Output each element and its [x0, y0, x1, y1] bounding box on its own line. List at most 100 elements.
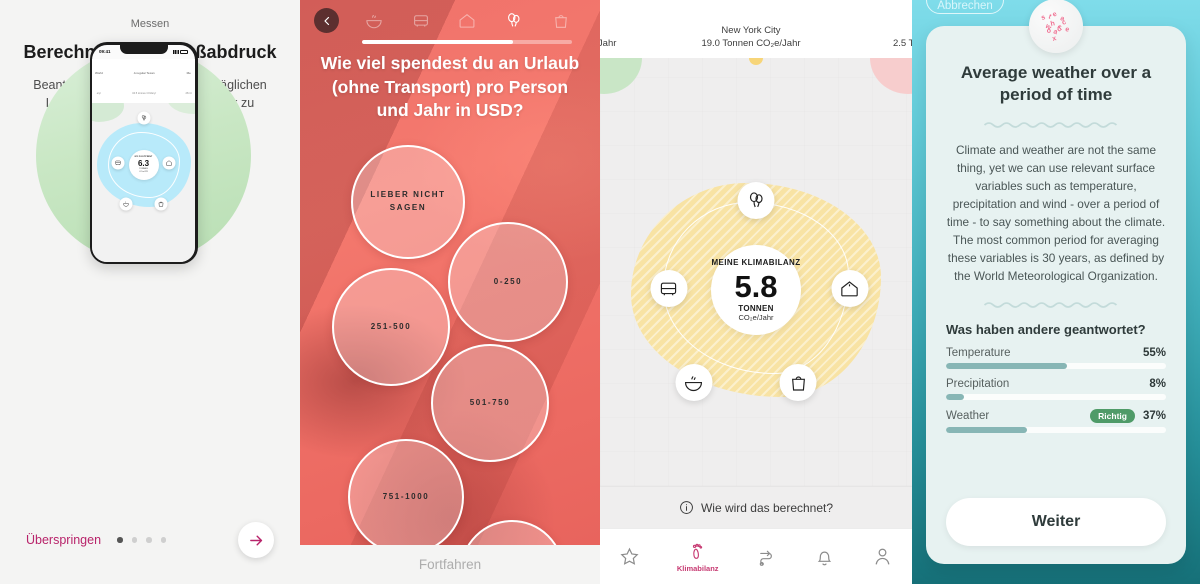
footprint-icon [693, 543, 703, 559]
poll-percent: 37% [1142, 409, 1166, 422]
cancel-button[interactable]: Abbrechen [926, 0, 1004, 14]
poll-bar-fill [946, 362, 1067, 369]
phone-header-center: A regular Texan 34.5 tonnes CO2e/yr [132, 60, 156, 100]
phone-header-right: Me 28.4 t [186, 60, 193, 100]
footprint-unit-tonnes: TONNEN [738, 303, 774, 313]
nav-item-profile[interactable] [872, 546, 893, 567]
phone-footprint-value: 6.3 [137, 158, 150, 168]
poll-bar [946, 393, 1166, 400]
footprint-total: MEINE KLIMABILANZ 5.8 TONNEN CO₂e/Jahr [711, 245, 801, 335]
how-calculated-label: Wie wird das berechnet? [700, 500, 834, 515]
panel-quiz-result: Abbrechen s t e a w h r c o a d [912, 0, 1200, 584]
pagination-dot[interactable] [117, 537, 123, 543]
comparison-left-title: n [600, 25, 624, 38]
poll-bar [946, 362, 1166, 369]
category-leisure-icon[interactable] [505, 12, 523, 30]
phone-header-center-title: A regular Texan [133, 70, 155, 75]
user-icon [875, 548, 890, 565]
next-button[interactable] [238, 522, 274, 558]
poll-label: Weather [946, 409, 990, 422]
poll-percent: 8% [1149, 377, 1166, 390]
next-button[interactable]: Weiter [946, 498, 1166, 546]
map-marker-icon [749, 58, 763, 65]
phone-header-center-sub: 34.5 tonnes CO2e/yr [132, 91, 157, 95]
phone-footprint-web [107, 131, 180, 198]
answer-option-4[interactable]: 751-1000 [348, 439, 464, 555]
panel-klimabilanz: n e/Jahr New York City 19.0 Tonnen CO₂e/… [600, 0, 912, 584]
arrow-right-icon [249, 535, 262, 545]
comparison-right: 2.5 Ton [878, 38, 912, 51]
pagination-dot[interactable] [131, 537, 138, 543]
phone-header-left-sub: e/yr [96, 91, 102, 95]
poll-row: Temperature 55% [946, 347, 1166, 369]
svg-text:a: a [1060, 15, 1066, 23]
continue-button[interactable]: Fortfahren [300, 545, 600, 584]
map-blob-pink [870, 58, 912, 94]
nav-item-notifications[interactable] [814, 546, 835, 567]
category-home-icon[interactable] [458, 12, 476, 30]
answer-option-2[interactable]: 251-500 [332, 268, 450, 386]
phone-status-time: 09:41 [99, 49, 111, 54]
answer-option-1[interactable]: 0-250 [448, 222, 568, 342]
map-blob-green [600, 58, 642, 94]
phone-footprint-unit2: CO₂e/YR [139, 170, 148, 173]
klimabilanz-map[interactable]: MEINE KLIMABILANZ 5.8 TONNEN CO₂e/Jahr [600, 58, 912, 486]
phone-header-left: World e/yr [95, 60, 103, 100]
nav-item-klimabilanz[interactable]: Klimabilanz [677, 541, 719, 573]
svg-text:r: r [1056, 24, 1063, 31]
svg-text:t: t [1047, 13, 1053, 21]
poll-row-top: Weather Richtig 37% [946, 408, 1166, 423]
phone-header-right-title: Me [186, 70, 191, 75]
svg-text:e: e [1051, 11, 1058, 19]
svg-text:h: h [1050, 20, 1056, 28]
poll-bar-fill [946, 426, 1028, 433]
correct-answer-badge: Richtig [1090, 408, 1135, 423]
footprint-value: 5.8 [734, 268, 778, 304]
phone-node-food-icon [119, 197, 133, 211]
phone-mockup: 09:41 World e/yr A regular Texan [89, 42, 198, 264]
phone-notch [119, 44, 168, 54]
comparison-left-sub: e/Jahr [600, 38, 617, 50]
poll-heading: Was haben andere geantwortet? [946, 321, 1146, 337]
category-node-transport-icon[interactable] [650, 270, 688, 307]
phone-header-right-sub: 28.4 t [185, 91, 193, 95]
category-shopping-icon[interactable] [552, 12, 570, 30]
skip-button[interactable]: Überspringen [26, 533, 102, 547]
phone-screen: 09:41 World e/yr A regular Texan [92, 44, 195, 262]
how-calculated-link[interactable]: Wie wird das berechnet? [600, 486, 912, 528]
answer-option-3[interactable]: 501-750 [431, 344, 549, 462]
category-node-food-icon[interactable] [675, 364, 713, 401]
question-text: Wie viel spendest du an Urlaub (ohne Tra… [320, 53, 580, 121]
phone-statusbar: 09:41 [92, 45, 195, 59]
pagination-dot[interactable] [146, 537, 152, 543]
phone-node-home-icon [162, 156, 176, 170]
pagination-dots [117, 537, 167, 543]
phone-node-shopping-icon [154, 197, 168, 211]
quiz-result-card: s t e a w h r c o a d e x [926, 0, 1186, 564]
category-node-home-icon[interactable] [831, 270, 869, 307]
back-button[interactable] [314, 8, 339, 33]
poll-label: Precipitation [946, 377, 1010, 390]
phone-header-left-title: World [95, 70, 103, 75]
poll-row: Weather Richtig 37% [946, 408, 1166, 433]
star-icon [620, 547, 639, 565]
category-node-shopping-icon[interactable] [779, 364, 817, 401]
comparison-left: n e/Jahr [600, 25, 624, 51]
category-node-leisure-icon[interactable] [737, 182, 775, 219]
svg-text:d: d [1056, 25, 1064, 33]
bottom-navigation: Klimabilanz [600, 528, 912, 584]
category-food-icon[interactable] [365, 12, 383, 30]
category-transport-icon[interactable] [412, 12, 430, 30]
phone-status-icons [172, 49, 188, 54]
answer-option-0[interactable]: LIEBER NICHT SAGEN [351, 145, 465, 259]
pagination-dot[interactable] [160, 537, 167, 543]
phone-node-transport-icon [111, 156, 125, 170]
nav-item-favourites[interactable] [619, 546, 640, 567]
info-icon [680, 501, 693, 514]
nav-item-actions[interactable] [756, 546, 777, 567]
nav-item-klimabilanz-label: Klimabilanz [676, 563, 719, 573]
comparison-center-sub: 19.0 Tonnen CO₂e/Jahr [701, 38, 801, 50]
svg-text:w: w [1043, 22, 1053, 32]
poll-row-top: Temperature 55% [946, 347, 1166, 359]
battery-icon [180, 49, 188, 54]
